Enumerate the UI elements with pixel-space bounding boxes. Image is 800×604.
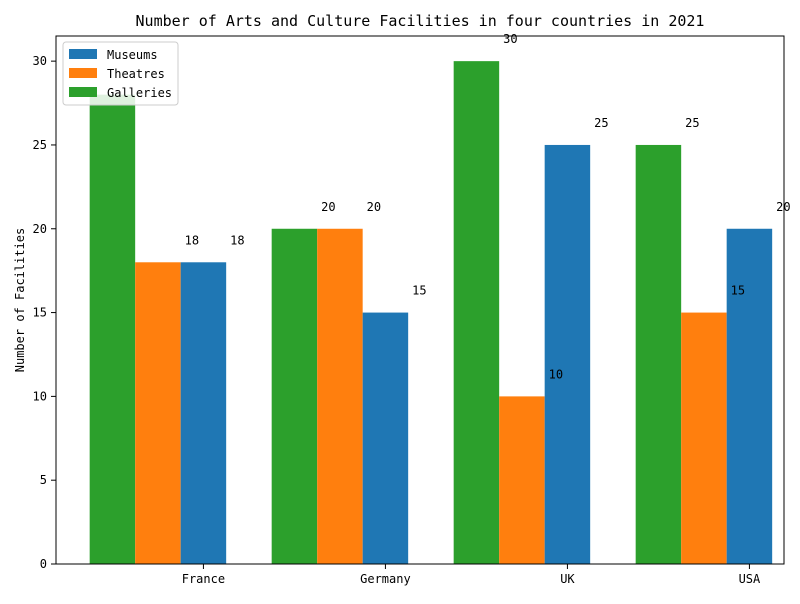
x-tick-label-uk: UK — [560, 572, 575, 586]
data-label-usa-0: 25 — [685, 116, 699, 130]
bar-galleries-uk — [453, 61, 500, 565]
data-label-germany-2: 15 — [412, 284, 426, 298]
bar-theatres-usa — [681, 312, 727, 564]
legend-label-galleries: Galleries — [107, 86, 172, 100]
data-label-germany-0: 20 — [321, 200, 335, 214]
legend-label-museums: Museums — [107, 48, 158, 62]
bar-galleries-france — [89, 94, 136, 565]
bars-layer — [89, 61, 773, 565]
y-tick-label-15: 15 — [33, 306, 47, 320]
legend-swatch-museums — [69, 49, 97, 59]
data-label-france-1: 18 — [230, 233, 244, 247]
y-tick-label-30: 30 — [33, 54, 47, 68]
data-label-usa-2: 20 — [776, 200, 790, 214]
axes-layer: 0 5 10 15 20 25 30 France Germany UK USA — [33, 35, 785, 586]
chart-title: Number of Arts and Culture Facilities in… — [136, 12, 705, 30]
data-label-germany-1: 20 — [367, 200, 381, 214]
data-label-uk-2: 25 — [594, 116, 608, 130]
legend: Museums Theatres Galleries — [62, 41, 179, 106]
x-tick-label-germany: Germany — [360, 572, 411, 586]
y-tick-label-5: 5 — [40, 473, 47, 487]
y-tick-label-25: 25 — [33, 138, 47, 152]
legend-swatch-theatres — [69, 68, 97, 78]
y-tick-label-10: 10 — [33, 389, 47, 403]
data-labels-layer: 18 18 20 20 15 30 10 25 25 15 20 — [185, 32, 791, 381]
y-tick-label-20: 20 — [33, 222, 47, 236]
data-label-france-0: 18 — [185, 233, 199, 247]
bar-theatres-uk — [499, 396, 545, 564]
data-label-uk-0: 30 — [503, 32, 517, 46]
bar-theatres-france — [135, 262, 181, 564]
x-tick-label-france: France — [182, 572, 225, 586]
y-tick-label-0: 0 — [40, 557, 47, 571]
bar-theatres-germany — [317, 228, 363, 564]
bar-galleries-usa — [635, 144, 682, 564]
plot-frame — [55, 35, 785, 565]
y-axis-label: Number of Facilities — [13, 228, 27, 373]
bar-museums-uk — [544, 144, 591, 564]
legend-swatch-galleries — [69, 87, 97, 97]
bar-museums-germany — [362, 312, 409, 564]
data-label-usa-1: 15 — [731, 284, 745, 298]
bar-museums-usa — [726, 228, 773, 564]
x-tick-label-usa: USA — [739, 572, 761, 586]
data-label-uk-1: 10 — [549, 367, 563, 381]
legend-label-theatres: Theatres — [107, 67, 165, 81]
bar-museums-france — [180, 262, 227, 564]
bar-galleries-germany — [271, 228, 318, 564]
